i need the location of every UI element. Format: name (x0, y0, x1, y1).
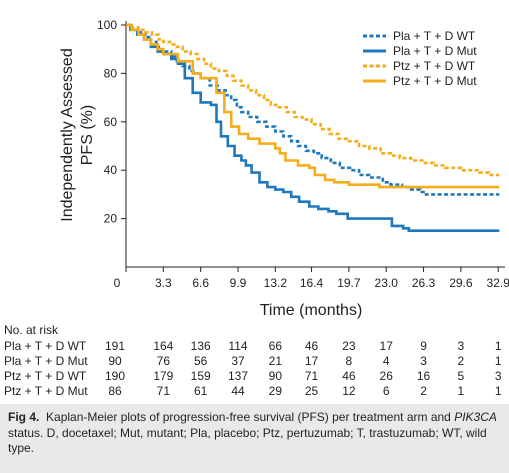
caption-text-1: Kaplan-Meier plots of progression-free s… (46, 410, 455, 424)
risk-table-header: No. at risk (4, 323, 59, 337)
risk-cell: 2 (458, 354, 465, 368)
risk-cell: 6 (383, 384, 390, 398)
risk-cell: 86 (108, 384, 122, 398)
risk-cell: 23 (342, 339, 356, 353)
y-tick-label: 80 (104, 66, 118, 80)
risk-cell: 90 (269, 369, 283, 383)
caption-gene: PIK3CA (454, 410, 497, 424)
risk-row-label: Ptz + T + D Mut (4, 384, 88, 398)
risk-cell: 26 (380, 369, 394, 383)
risk-cell: 29 (269, 384, 283, 398)
risk-cell: 137 (228, 369, 248, 383)
risk-cell: 3 (495, 369, 502, 383)
x-tick-label: 32.9 (487, 276, 509, 290)
x-tick-label: 3.3 (155, 276, 172, 290)
y-tick-label: 100 (97, 18, 117, 32)
risk-cell: 46 (342, 369, 356, 383)
risk-cell: 136 (191, 339, 211, 353)
risk-cell: 179 (153, 369, 173, 383)
km-curve (126, 23, 500, 177)
risk-cell: 3 (420, 354, 427, 368)
risk-cell: 56 (194, 354, 208, 368)
x-axis-label: Time (months) (260, 302, 363, 319)
risk-cell: 44 (231, 384, 245, 398)
y-tick-label: 40 (104, 163, 118, 177)
risk-cell: 5 (458, 369, 465, 383)
risk-cell: 76 (157, 354, 171, 368)
risk-cell: 2 (420, 384, 427, 398)
y-axis-label-line: PFS (%) (79, 105, 96, 165)
x-tick-label: 13.2 (264, 276, 288, 290)
y-axis-label-line: Independently Assessed (59, 48, 76, 221)
risk-cell: 8 (346, 354, 353, 368)
risk-cell: 190 (105, 369, 125, 383)
risk-cell: 1 (495, 354, 502, 368)
risk-cell: 159 (191, 369, 211, 383)
risk-cell: 3 (458, 339, 465, 353)
survival-curves (126, 23, 500, 232)
y-tick-label: 60 (104, 115, 118, 129)
risk-cell: 61 (194, 384, 208, 398)
risk-cell: 9 (420, 339, 427, 353)
axes: 20 40 60 80 100 0 3.3 6.6 9.9 13.2 16.4 19.7 23.0 26.… (97, 18, 509, 290)
risk-cell: 71 (305, 369, 319, 383)
x-tick-label: 23.0 (375, 276, 399, 290)
risk-cell: 90 (108, 354, 122, 368)
x-tick-label: 26.3 (412, 276, 436, 290)
x-tick-label: 19.7 (337, 276, 361, 290)
km-curve (126, 23, 500, 189)
risk-row-label: Ptz + T + D WT (4, 369, 87, 383)
risk-cell: 25 (305, 384, 319, 398)
legend-label: Ptz + T + D WT (393, 59, 476, 73)
legend-label: Ptz + T + D Mut (393, 74, 477, 88)
risk-cell: 71 (157, 384, 171, 398)
risk-cell: 191 (105, 339, 125, 353)
legend-label: Pla + T + D WT (393, 29, 476, 43)
x-tick-label: 6.6 (192, 276, 209, 290)
x-tick-label: 9.9 (230, 276, 247, 290)
risk-cell: 1 (458, 384, 465, 398)
x-tick-label: 16.4 (300, 276, 324, 290)
risk-cell: 66 (269, 339, 283, 353)
caption-text-2: status. D, docetaxel; Mut, mutant; Pla, … (8, 425, 487, 456)
risk-cell: 164 (153, 339, 173, 353)
risk-row-label: Pla + T + D WT (4, 339, 87, 353)
km-chart: Independently Assessed PFS (%) 2040608010… (4, 18, 509, 398)
risk-cell: 114 (228, 339, 247, 353)
risk-cell: 46 (305, 339, 319, 353)
figure-caption: Fig 4. Kaplan-Meier plots of progression… (0, 404, 509, 473)
risk-cell: 17 (380, 339, 394, 353)
risk-cell: 12 (342, 384, 356, 398)
risk-cell: 17 (305, 354, 319, 368)
y-tick-label: 20 (104, 212, 118, 226)
risk-cell: 1 (495, 339, 502, 353)
caption-label: Fig 4. (8, 410, 40, 424)
y-axis-label: Independently Assessed PFS (%) (59, 48, 96, 221)
risk-cell: 4 (383, 354, 390, 368)
risk-cell: 1 (495, 384, 502, 398)
x-tick-label: 0 (114, 276, 121, 290)
risk-cell: 37 (231, 354, 245, 368)
x-tick-label: 29.6 (449, 276, 473, 290)
legend-label: Pla + T + D Mut (393, 44, 477, 58)
risk-cell: 16 (417, 369, 431, 383)
risk-cell: 21 (269, 354, 283, 368)
risk-row-label: Pla + T + D Mut (4, 354, 88, 368)
